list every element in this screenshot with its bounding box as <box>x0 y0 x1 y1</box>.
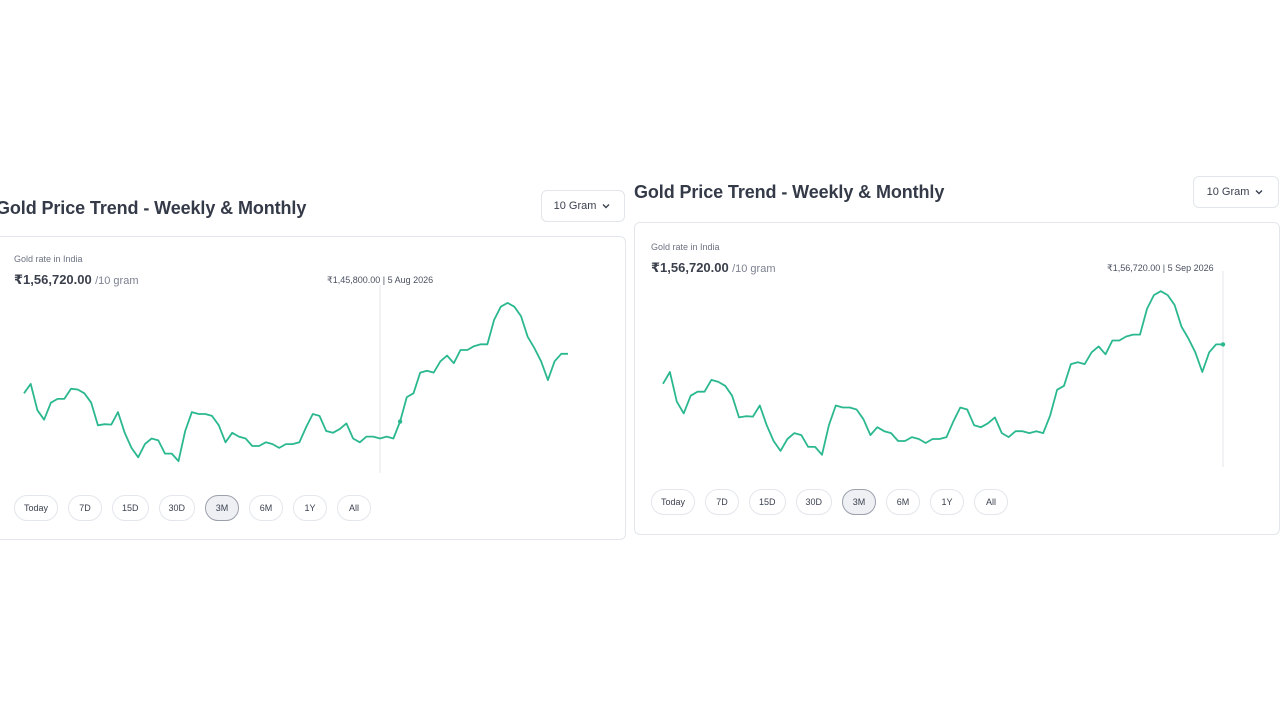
range-button-7d[interactable]: 7D <box>705 489 740 515</box>
chevron-down-icon <box>1255 190 1263 195</box>
range-button-1y[interactable]: 1Y <box>293 495 328 521</box>
chart-tooltip: ₹1,45,800.00 | 5 Aug 2026 <box>327 275 434 285</box>
range-button-3m[interactable]: 3M <box>842 489 877 515</box>
range-button-today[interactable]: Today <box>651 489 696 515</box>
rate-row: ₹1,56,720.00 /10 gram <box>14 272 139 288</box>
unit-dropdown-label: 10 Gram <box>1206 186 1250 198</box>
rate-value: ₹1,56,720.00 <box>651 260 729 275</box>
chart-tooltip: ₹1,56,720.00 | 5 Sep 2026 <box>1107 263 1214 273</box>
range-button-today[interactable]: Today <box>14 495 59 521</box>
chart-card: Gold rate in India ₹1,56,720.00 /10 gram… <box>634 222 1280 535</box>
price-series-line <box>23 302 568 463</box>
range-button-all[interactable]: All <box>974 489 1009 515</box>
rate-label: Gold rate in India <box>651 242 720 252</box>
range-button-15d[interactable]: 15D <box>749 489 786 515</box>
unit-dropdown[interactable]: 10 Gram <box>541 190 625 222</box>
section-title: Gold Price Trend - Weekly & Monthly <box>634 182 945 202</box>
range-button-7d[interactable]: 7D <box>68 495 103 521</box>
range-selector: Today 7D 15D 30D 3M 6M 1Y All <box>651 489 1009 515</box>
range-button-6m[interactable]: 6M <box>249 495 284 521</box>
rate-row: ₹1,56,720.00 /10 gram <box>651 260 776 276</box>
rate-unit: /10 gram <box>732 263 776 275</box>
section-title: Gold Price Trend - Weekly & Monthly <box>0 198 307 218</box>
price-series-line <box>662 290 1223 456</box>
price-line-chart[interactable] <box>635 223 1279 483</box>
chart-hover-point <box>397 419 403 424</box>
range-button-30d[interactable]: 30D <box>795 489 833 515</box>
chevron-down-icon <box>602 204 610 209</box>
unit-dropdown-label: 10 Gram <box>553 200 597 212</box>
range-button-1y[interactable]: 1Y <box>930 489 965 515</box>
range-button-all[interactable]: All <box>337 495 372 521</box>
rate-label: Gold rate in India <box>14 254 83 264</box>
range-button-3m[interactable]: 3M <box>205 495 240 521</box>
range-button-15d[interactable]: 15D <box>112 495 149 521</box>
gold-trend-panel-left: Gold Price Trend - Weekly & Monthly 10 G… <box>0 190 626 542</box>
gold-trend-panel-right: Gold Price Trend - Weekly & Monthly 10 G… <box>634 176 1280 536</box>
rate-unit: /10 gram <box>95 275 139 287</box>
chart-hover-point <box>1220 342 1226 347</box>
range-button-6m[interactable]: 6M <box>886 489 921 515</box>
rate-value: ₹1,56,720.00 <box>14 272 92 287</box>
unit-dropdown[interactable]: 10 Gram <box>1193 176 1279 208</box>
range-button-30d[interactable]: 30D <box>158 495 196 521</box>
range-selector: Today 7D 15D 30D 3M 6M 1Y All <box>14 495 372 521</box>
chart-card: Gold rate in India ₹1,56,720.00 /10 gram… <box>0 236 626 540</box>
price-line-chart[interactable] <box>0 237 625 487</box>
